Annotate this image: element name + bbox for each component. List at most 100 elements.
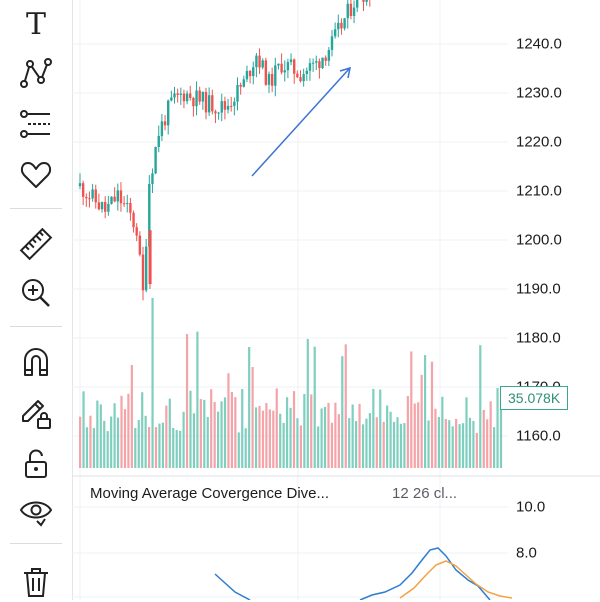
- candle-down: [182, 93, 186, 102]
- volume-bar-down: [251, 366, 254, 468]
- volume-bar-up: [493, 427, 496, 468]
- candle-up: [311, 62, 315, 64]
- candle-up: [343, 18, 346, 29]
- candle-up: [151, 173, 154, 185]
- volume-bar-up: [458, 424, 461, 468]
- hide-drawings-button[interactable]: [12, 492, 60, 532]
- price-axis-label: 1180.0: [516, 329, 561, 347]
- candle-up: [242, 79, 245, 87]
- candle-up: [157, 135, 160, 148]
- volume-bar-down: [337, 414, 340, 468]
- candle-up: [170, 97, 173, 101]
- candle-up: [179, 93, 182, 95]
- volume-bar-down: [344, 344, 347, 468]
- candle-down: [163, 121, 167, 126]
- volume-bar-up: [134, 427, 137, 468]
- volume-bar-down: [258, 405, 261, 468]
- volume-bar-down: [417, 402, 420, 468]
- volume-bar-up: [424, 355, 427, 468]
- candle-down: [119, 190, 123, 204]
- volume-bar-down: [444, 419, 447, 468]
- volume-bar-down: [292, 391, 296, 468]
- volume-bar-up: [99, 404, 102, 468]
- volume-bar-down: [154, 427, 158, 468]
- volume-bar-up: [348, 418, 351, 468]
- volume-bar-up: [427, 420, 430, 468]
- lock-drawings-button[interactable]: [12, 393, 60, 433]
- candle-down: [340, 22, 343, 29]
- volume-bar-up: [396, 417, 399, 468]
- volume-bar-up: [220, 401, 223, 468]
- volume-bar-up: [92, 428, 95, 468]
- volume-bar-up: [303, 393, 306, 468]
- volume-bar-up: [172, 428, 175, 468]
- eye-icon: [19, 501, 53, 527]
- volume-bar-up: [168, 398, 171, 468]
- candle-up: [195, 90, 198, 107]
- signal-line: [399, 560, 513, 599]
- candle-up: [233, 101, 236, 106]
- volume-bar-up: [175, 429, 178, 468]
- pattern-tool-button[interactable]: [12, 53, 60, 93]
- volume-bar-down: [123, 409, 127, 468]
- zoom-in-icon: [22, 279, 50, 307]
- price-axis-label: 1210.0: [516, 182, 562, 200]
- unlock-button[interactable]: [12, 444, 60, 484]
- macd-indicator-params[interactable]: 12 26 cl...: [392, 485, 458, 502]
- volume-bar-down: [130, 364, 133, 468]
- candle-down: [211, 95, 214, 112]
- zoom-in-button[interactable]: [12, 273, 60, 313]
- magnet-mode-button[interactable]: [12, 342, 60, 382]
- volume-bar-up: [468, 417, 472, 468]
- candle-up: [110, 196, 113, 204]
- candle-up: [144, 246, 148, 291]
- macd-indicator-title[interactable]: Moving Average Covergence Dive...: [90, 485, 330, 502]
- trend-arrow-drawing: [251, 66, 351, 177]
- toolbar-separator: [10, 208, 62, 209]
- volume-bar-up: [151, 298, 154, 468]
- volume-bar-up: [244, 428, 247, 468]
- volume-bar-down: [268, 409, 271, 468]
- volume-bar-down: [382, 421, 385, 468]
- volume-bar-up: [437, 417, 440, 468]
- volume-bar-down: [148, 426, 151, 468]
- candle-down: [296, 73, 299, 78]
- candle-down: [135, 227, 138, 236]
- candle-down: [270, 73, 274, 86]
- candle-down: [318, 61, 321, 69]
- candle-up: [236, 84, 239, 102]
- candle-down: [132, 212, 135, 228]
- volume-bar-up: [282, 422, 285, 468]
- macd-line: [359, 547, 491, 600]
- volume-bar-up: [496, 388, 499, 468]
- volume-bar-down: [185, 334, 189, 468]
- macd-axis-label: 10.0: [516, 498, 546, 516]
- delete-drawings-button[interactable]: [12, 562, 60, 602]
- text-tool-button[interactable]: T: [12, 5, 60, 45]
- volume-bar-down: [375, 417, 378, 468]
- volume-bar-down: [127, 393, 130, 468]
- volume-bar-up: [96, 400, 99, 468]
- volume-bar-down: [489, 401, 492, 468]
- candle-up: [330, 36, 334, 50]
- candle-up: [255, 55, 258, 68]
- volume-bar-down: [410, 351, 413, 468]
- favorites-button[interactable]: [12, 155, 60, 195]
- candle-down: [88, 198, 91, 200]
- volume-bar-down: [299, 425, 302, 468]
- volume-bar-down: [430, 361, 434, 468]
- volume-bar-down: [420, 374, 423, 468]
- measure-tool-button[interactable]: [12, 224, 60, 264]
- candle-down: [85, 196, 88, 199]
- candle-up: [356, 0, 359, 8]
- fib-retracement-tool-button[interactable]: [12, 104, 60, 144]
- volume-bar-down: [334, 402, 337, 468]
- volume-bar-up: [341, 356, 344, 468]
- volume-bar-up: [189, 390, 192, 468]
- candle-up: [337, 22, 340, 30]
- candle-up: [283, 70, 286, 73]
- candle-down: [299, 77, 302, 82]
- volume-bar-up: [141, 392, 144, 468]
